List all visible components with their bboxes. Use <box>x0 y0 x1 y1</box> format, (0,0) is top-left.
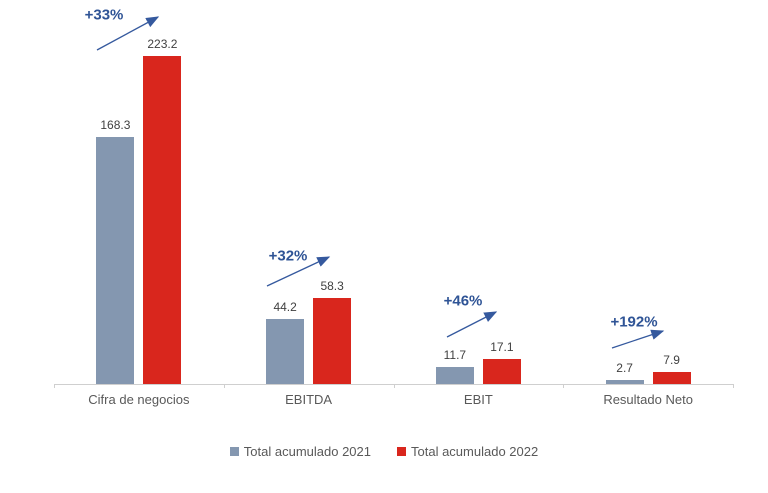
bar-2022-resultado-neto <box>652 372 691 384</box>
value-label-2021-ebit: 11.7 <box>443 347 467 362</box>
category-label-resultado-neto: Resultado Neto <box>603 392 693 407</box>
legend-label-2022: Total acumulado 2022 <box>411 444 539 459</box>
growth-label-resultado-neto: +192% <box>610 313 658 331</box>
legend-swatch-2021 <box>229 447 239 456</box>
legend-item-2022: Total acumulado 2022 <box>397 444 538 459</box>
growth-arrow-resultado-neto <box>611 329 665 349</box>
bar-2021-ebit <box>435 366 474 384</box>
growth-arrow-ebit <box>446 311 498 338</box>
value-label-2021-cifra-de-negocios: 168.3 <box>100 118 131 132</box>
x-axis-tick <box>393 384 395 388</box>
bar-2021-cifra-de-negocios <box>96 137 135 384</box>
value-label-2021-ebitda: 44.2 <box>273 300 297 315</box>
bar-2022-ebitda <box>313 298 352 384</box>
legend-label-2021: Total acumulado 2021 <box>243 444 371 459</box>
bar-2022-ebit <box>482 358 521 384</box>
growth-label-cifra-de-negocios: +33% <box>84 6 124 24</box>
growth-label-ebit: +46% <box>443 292 483 310</box>
bar-2021-resultado-neto <box>605 380 644 384</box>
category-label-ebitda: EBITDA <box>285 392 333 407</box>
legend: Total acumulado 2021 Total acumulado 202… <box>0 444 768 459</box>
value-label-2022-cifra-de-negocios: 223.2 <box>147 37 178 52</box>
value-label-2022-ebit: 17.1 <box>490 339 514 354</box>
value-label-2021-resultado-neto: 2.7 <box>616 361 633 376</box>
value-label-2022-ebitda: 58.3 <box>320 279 344 294</box>
category-label-cifra-de-negocios: Cifra de negocios <box>88 392 190 407</box>
x-axis-tick <box>733 384 734 388</box>
x-axis-tick <box>223 384 225 388</box>
bar-2021-ebitda <box>266 319 305 384</box>
legend-item-2021: Total acumulado 2021 <box>229 444 371 459</box>
growth-label-ebitda: +32% <box>268 247 308 265</box>
bar-2022-cifra-de-negocios <box>143 56 182 384</box>
value-label-2022-resultado-neto: 7.9 <box>663 353 680 368</box>
x-axis-tick <box>563 384 565 388</box>
category-label-ebit: EBIT <box>463 392 493 407</box>
x-axis-tick <box>54 384 55 388</box>
legend-swatch-2022 <box>397 447 406 456</box>
